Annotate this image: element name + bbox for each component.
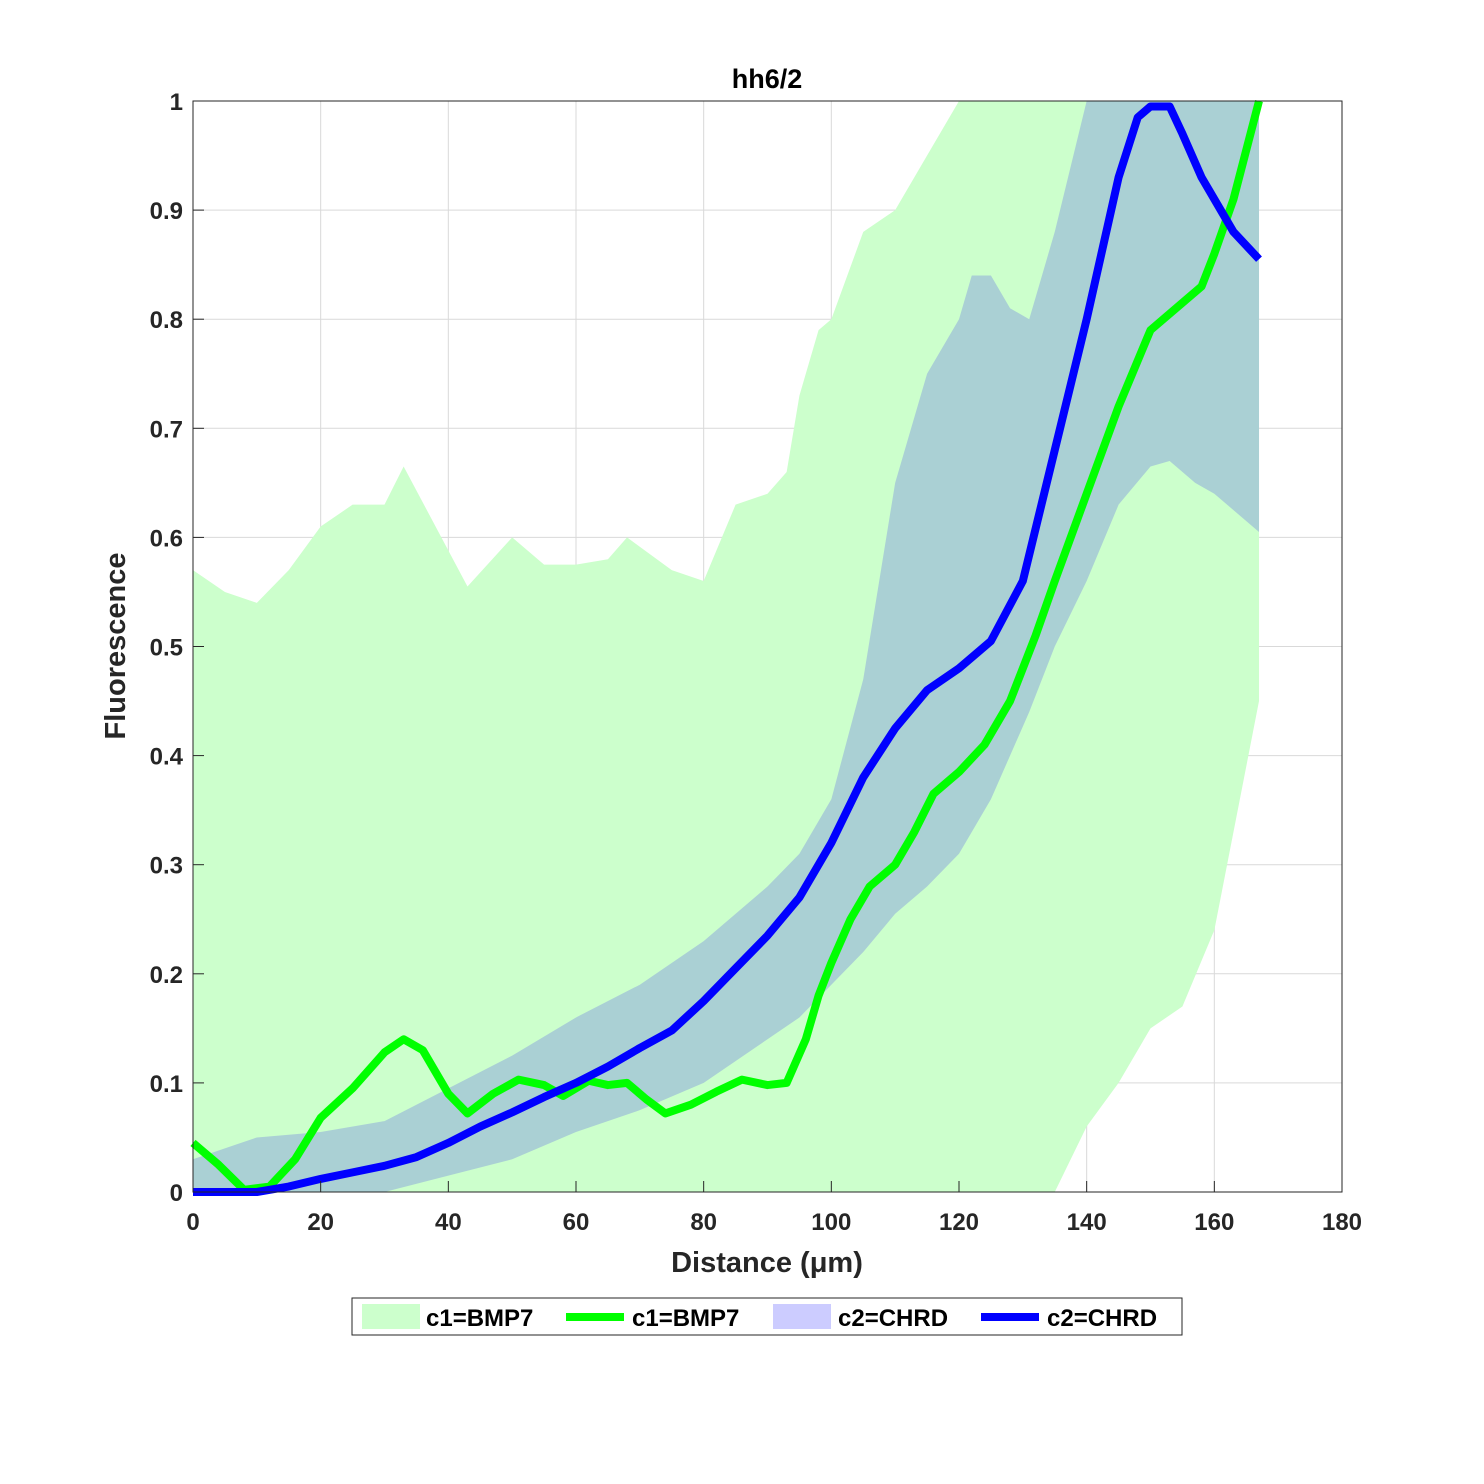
y-tick-label: 1 (170, 89, 183, 116)
legend-box (351, 1297, 1183, 1336)
legend: c1=BMP7 c1=BMP7 c2=CHRD c2=CHRD (351, 1297, 1183, 1336)
x-tick-label: 80 (690, 1209, 717, 1236)
y-tick-label: 0.5 (150, 635, 183, 662)
x-tick-label: 60 (563, 1209, 590, 1236)
x-axis-title: Distance (μm) (671, 1247, 863, 1279)
y-axis-title: Fluorescence (100, 553, 132, 740)
y-tick-label: 0.4 (150, 744, 184, 771)
x-tick-label: 140 (1067, 1209, 1107, 1236)
y-tick-label: 0.7 (150, 416, 183, 443)
x-tick-label: 0 (186, 1209, 199, 1236)
bmp7-line (190, 99, 1263, 1194)
y-tick-label: 0.1 (150, 1071, 183, 1098)
y-tick-label: 0.2 (150, 962, 183, 989)
tick-labels: 0 20 40 60 80 100 120 140 160 180 0 0.1 0.2 0.3 0.4 0.5… (150, 89, 1362, 1236)
legend-label-chrd-line: c2=CHRD (1047, 1305, 1157, 1332)
x-tick-label: 180 (1322, 1209, 1362, 1236)
legend-label-bmp7-line: c1=BMP7 (632, 1305, 739, 1332)
x-tick-label: 40 (435, 1209, 462, 1236)
legend-label-chrd-band: c2=CHRD (838, 1305, 948, 1332)
x-tick-label: 20 (307, 1209, 334, 1236)
chart-title: hh6/2 (732, 64, 803, 94)
x-tick-label: 100 (811, 1209, 851, 1236)
chrd-band (193, 101, 1260, 1192)
y-tick-label: 0.3 (150, 853, 183, 880)
chrd-line (193, 102, 1262, 1196)
y-tick-label: 0.8 (150, 307, 183, 334)
tick-marks (192, 100, 1343, 1193)
legend-swatch-chrd-band (773, 1304, 831, 1329)
x-tick-label: 160 (1194, 1209, 1234, 1236)
series-layer (190, 99, 1263, 1196)
y-tick-label: 0.9 (150, 198, 183, 225)
y-tick-label: 0.6 (150, 525, 183, 552)
legend-label-bmp7-band: c1=BMP7 (426, 1305, 533, 1332)
y-tick-label: 0 (170, 1180, 183, 1207)
x-tick-label: 120 (939, 1209, 979, 1236)
legend-swatch-bmp7-band (362, 1304, 420, 1329)
